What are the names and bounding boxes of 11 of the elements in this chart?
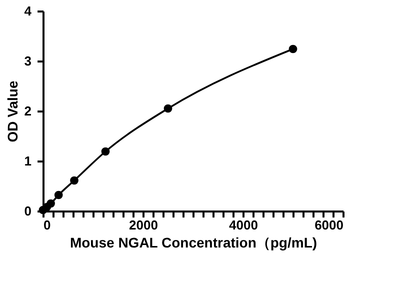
y-tick-label: 3	[24, 54, 32, 68]
y-axis-title: OD Value	[4, 80, 20, 142]
y-tick-label: 1	[24, 154, 32, 168]
x-tick-label: 6000	[314, 218, 344, 232]
y-tick-label: 0	[24, 204, 32, 218]
x-tick-label: 2000	[129, 218, 158, 232]
x-tick-label: 4000	[229, 218, 258, 232]
y-tick-label: 2	[24, 104, 32, 118]
x-tick-label: 0	[44, 218, 51, 232]
x-axis-title: Mouse NGAL Concentration（pg/mL)	[70, 234, 318, 250]
y-tick-label: 4	[24, 4, 32, 18]
